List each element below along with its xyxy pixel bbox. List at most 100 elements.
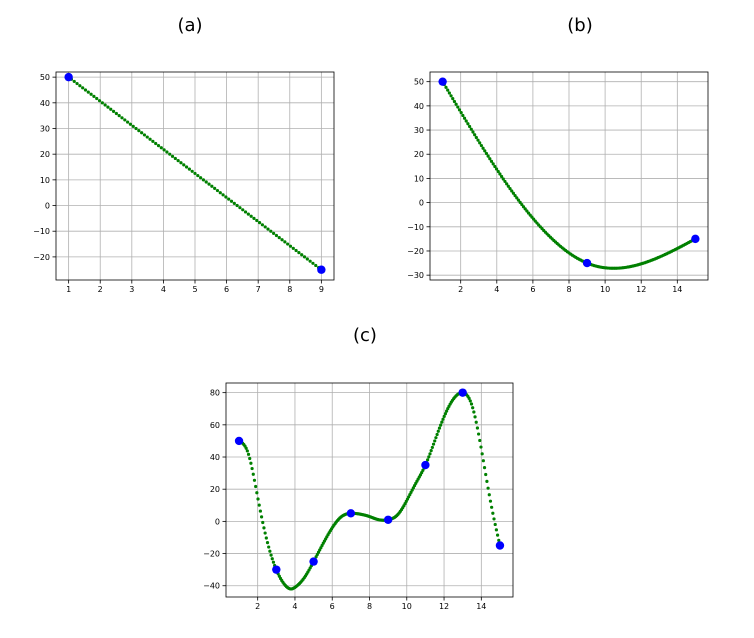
curve-marker — [498, 172, 502, 176]
curve-marker — [305, 257, 309, 261]
curve-marker — [467, 396, 471, 401]
curve-marker — [243, 210, 248, 214]
y-tick-label: 50 — [414, 78, 424, 87]
curve-marker — [490, 505, 494, 509]
curve-marker — [134, 126, 138, 131]
curve-marker — [431, 442, 436, 446]
curve-marker — [461, 113, 465, 118]
curve-marker — [207, 182, 211, 186]
curve-marker — [267, 545, 271, 549]
curve-marker — [170, 154, 175, 158]
curve-marker — [252, 478, 257, 482]
curve-marker — [515, 196, 519, 200]
curve-marker — [510, 189, 514, 193]
data-point — [495, 541, 505, 550]
curve-marker — [255, 218, 259, 223]
curve-marker — [204, 180, 208, 184]
curve-marker — [151, 139, 155, 143]
curve-marker — [249, 461, 253, 465]
data-point — [438, 77, 447, 86]
curve-marker — [434, 436, 438, 440]
data-point — [234, 436, 244, 446]
curve-marker — [297, 251, 301, 255]
curve-marker — [193, 171, 197, 176]
curve-marker — [244, 446, 248, 450]
curve-marker — [262, 526, 266, 530]
x-tick-label: 8 — [287, 285, 292, 294]
curve-marker — [215, 188, 220, 193]
x-tick-label: 1 — [66, 285, 71, 294]
curve-marker — [86, 90, 90, 94]
curve-marker — [117, 114, 121, 118]
curve-marker — [238, 206, 242, 210]
curve-marker — [427, 455, 431, 459]
curve-marker — [182, 163, 186, 167]
data-point — [383, 515, 393, 524]
x-tick-label: 3 — [129, 285, 134, 294]
curve-marker — [258, 509, 262, 513]
curve-marker — [120, 116, 124, 120]
curve-marker — [454, 102, 458, 106]
y-tick-label: 20 — [414, 150, 424, 159]
curve-marker — [480, 452, 484, 456]
y-tick-label: 0 — [45, 202, 50, 211]
curve-marker — [497, 538, 501, 542]
curve-marker — [494, 528, 498, 532]
curve-marker — [168, 152, 172, 156]
curve-marker — [518, 200, 522, 204]
curve-marker — [246, 452, 251, 456]
x-tick-label: 9 — [319, 285, 324, 294]
curve-marker — [162, 148, 166, 152]
x-tick-label: 2 — [255, 602, 260, 611]
x-tick-label: 12 — [636, 285, 646, 294]
curve-marker — [241, 208, 245, 212]
curve-marker — [516, 198, 521, 202]
y-tick-label: −40 — [203, 582, 220, 591]
y-tick-label: 80 — [210, 389, 220, 398]
curve-marker — [154, 141, 158, 146]
curve-marker — [291, 246, 295, 250]
x-tick-label: 8 — [367, 602, 372, 611]
y-tick-label: 40 — [40, 99, 50, 108]
curve-marker — [486, 486, 490, 490]
curve-marker — [441, 417, 445, 421]
y-tick-label: 40 — [210, 453, 220, 462]
curve-marker — [92, 94, 96, 98]
data-point — [317, 265, 326, 274]
curve-marker — [451, 97, 455, 101]
curve-marker — [491, 511, 495, 515]
curve-marker — [435, 432, 439, 437]
curve-marker — [447, 91, 451, 95]
curve-marker — [89, 92, 93, 96]
curve-marker — [433, 439, 437, 443]
curve-marker — [459, 111, 463, 115]
curve-marker — [173, 156, 177, 161]
y-tick-label: 20 — [40, 150, 50, 159]
curve-marker — [142, 133, 147, 137]
panel-b-label: (b) — [567, 15, 592, 36]
x-tick-label: 10 — [402, 602, 412, 611]
data-point — [346, 509, 356, 518]
y-tick-label: 10 — [40, 176, 50, 185]
x-tick-label: 4 — [292, 602, 297, 611]
curve-marker — [232, 201, 236, 205]
curve-marker — [473, 415, 477, 419]
curve-marker — [103, 103, 107, 107]
x-tick-label: 5 — [192, 285, 197, 294]
curve-marker — [114, 111, 118, 116]
curve-marker — [482, 466, 487, 470]
curve-marker — [452, 99, 457, 104]
y-tick-label: −30 — [407, 271, 424, 280]
curve-marker — [492, 517, 496, 521]
curve-marker — [265, 541, 270, 545]
curve-marker — [300, 253, 304, 257]
curve-marker — [210, 184, 214, 188]
y-tick-label: 0 — [419, 199, 424, 208]
curve-marker — [314, 263, 318, 268]
curve-marker — [484, 472, 488, 477]
data-point — [64, 72, 73, 82]
curve-marker — [469, 127, 473, 131]
curve-marker — [457, 108, 462, 112]
curve-marker — [506, 184, 510, 188]
curve-marker — [199, 176, 203, 180]
